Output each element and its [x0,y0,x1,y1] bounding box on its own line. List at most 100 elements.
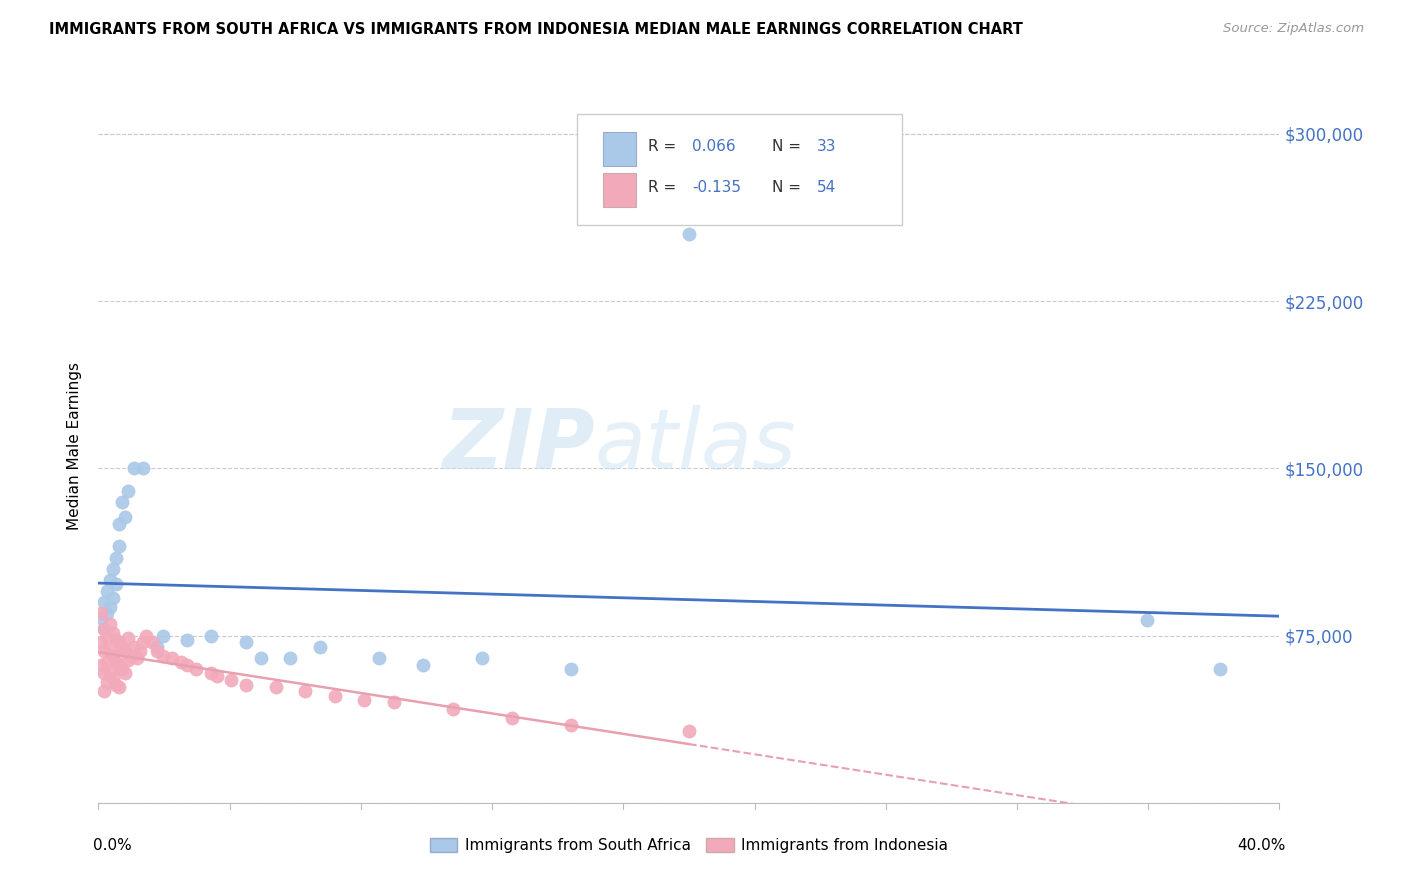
Point [114,666,136,681]
Point [90,657,112,672]
Text: 33: 33 [817,139,837,153]
Point [280,651,302,665]
Text: R =: R = [648,180,681,195]
Point [152,628,174,642]
Point [135,628,157,642]
Point [441,702,464,716]
Point [93,622,115,636]
Text: N =: N = [772,139,806,153]
Point [96,583,118,598]
Point [105,678,128,692]
Point [98,644,121,658]
Point [93,595,115,609]
Point [122,461,145,475]
Text: Source: ZipAtlas.com: Source: ZipAtlas.com [1223,22,1364,36]
Point [678,724,700,739]
Point [90,610,112,624]
Point [108,635,131,649]
Point [412,657,434,672]
Text: R =: R = [648,139,681,153]
Point [103,648,125,663]
Text: 54: 54 [817,180,835,195]
Point [114,644,136,658]
Point [98,599,121,614]
FancyBboxPatch shape [576,114,901,225]
Point [264,680,287,694]
Point [108,516,131,531]
Bar [603,173,636,207]
Text: 0.066: 0.066 [693,139,737,153]
Point [117,653,139,667]
Point [221,673,243,687]
Point [368,651,391,665]
Point [105,550,128,565]
Point [117,483,139,498]
Point [117,631,139,645]
Point [98,573,121,587]
Point [200,628,222,642]
Text: 0.0%: 0.0% [93,838,131,854]
Point [108,539,131,553]
Point [105,655,128,669]
Point [96,631,118,645]
Text: IMMIGRANTS FROM SOUTH AFRICA VS IMMIGRANTS FROM INDONESIA MEDIAN MALE EARNINGS C: IMMIGRANTS FROM SOUTH AFRICA VS IMMIGRAN… [49,22,1024,37]
Point [103,562,125,576]
Point [103,626,125,640]
Point [235,678,257,692]
Point [96,607,118,621]
Point [96,655,118,669]
Point [93,644,115,658]
Point [1136,613,1159,627]
Point [132,635,155,649]
Point [132,461,155,475]
Point [108,680,131,694]
Point [250,651,273,665]
Point [184,662,207,676]
Point [90,635,112,649]
Point [128,644,150,658]
Text: -0.135: -0.135 [693,180,741,195]
Point [678,227,700,241]
Point [96,675,118,690]
Legend: Immigrants from South Africa, Immigrants from Indonesia: Immigrants from South Africa, Immigrants… [423,832,955,859]
Point [111,494,134,508]
Point [122,640,145,654]
Point [170,655,193,669]
Point [98,666,121,681]
Point [105,633,128,648]
Point [176,657,198,672]
Point [309,640,332,654]
Point [294,684,316,698]
Point [146,640,169,654]
Point [90,607,112,621]
Y-axis label: Median Male Earnings: Median Male Earnings [67,362,83,530]
Point [176,633,198,648]
Point [141,635,163,649]
Point [560,717,582,731]
Point [501,711,523,725]
Point [200,666,222,681]
Point [125,651,148,665]
Point [111,640,134,654]
Point [1209,662,1232,676]
Text: atlas: atlas [595,406,796,486]
Point [103,591,125,605]
Point [146,644,169,658]
Point [162,651,183,665]
Point [235,635,257,649]
Bar [603,132,636,166]
Point [114,510,136,524]
Point [152,648,174,663]
Point [93,666,115,681]
Text: 40.0%: 40.0% [1237,838,1285,854]
Point [103,671,125,685]
Point [560,662,582,676]
Point [323,689,346,703]
Point [93,622,115,636]
Point [382,696,405,710]
Point [471,651,494,665]
Point [205,669,228,683]
Point [105,577,128,591]
Point [108,657,131,672]
Text: ZIP: ZIP [441,406,595,486]
